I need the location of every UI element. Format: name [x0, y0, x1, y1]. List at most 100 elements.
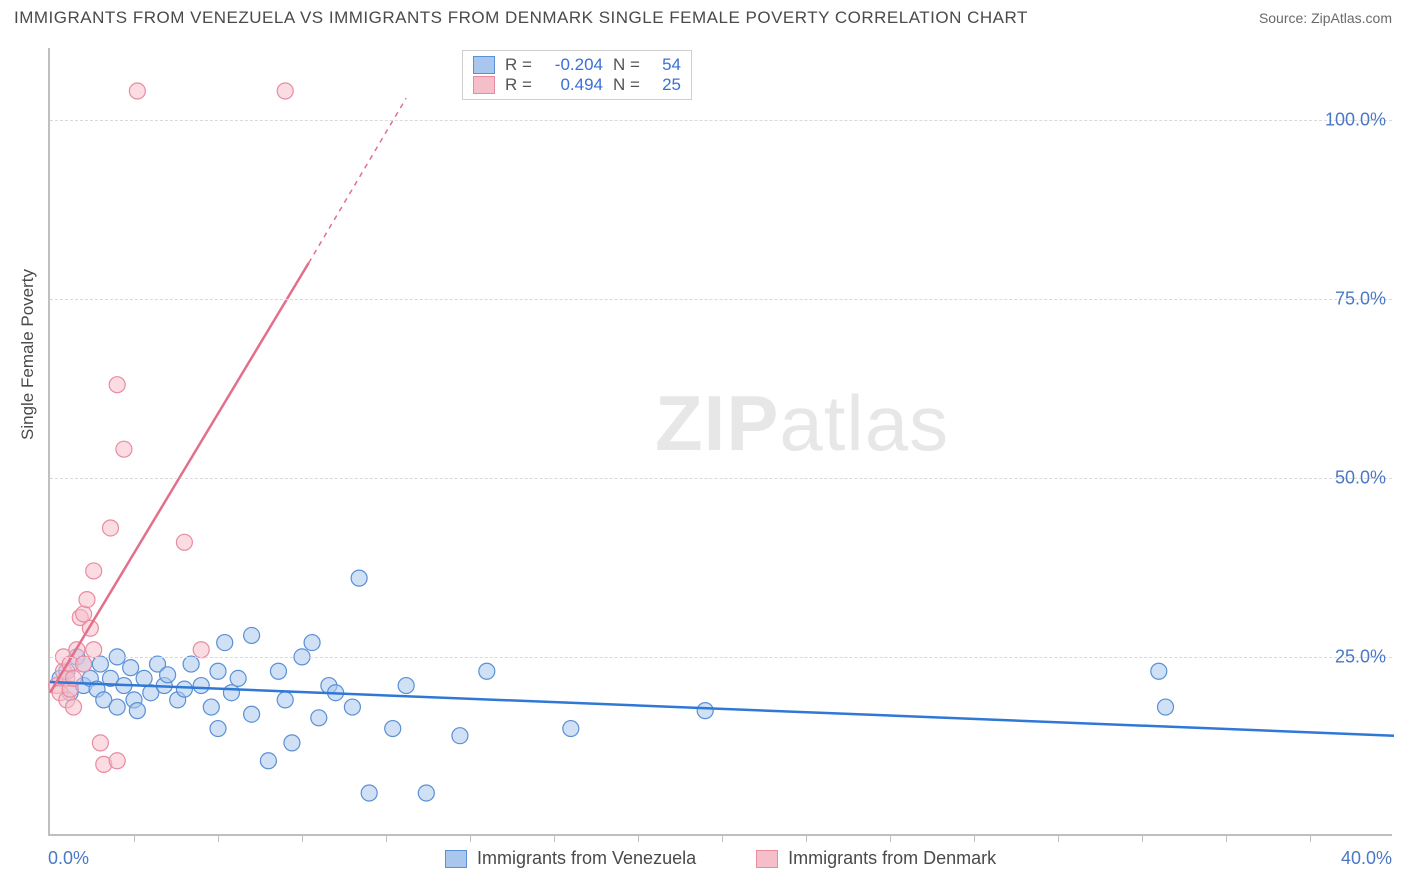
stats-row: R = 0.494 N = 25 — [473, 75, 681, 95]
data-point — [260, 753, 276, 769]
x-tick — [218, 834, 219, 842]
legend-swatch — [473, 76, 495, 94]
x-axis-max-label: 40.0% — [1341, 848, 1392, 869]
x-tick — [974, 834, 975, 842]
y-axis-title: Single Female Poverty — [18, 269, 38, 440]
data-point — [277, 83, 293, 99]
y-tick-label: 25.0% — [1335, 646, 1386, 667]
data-point — [109, 699, 125, 715]
data-point — [176, 534, 192, 550]
data-point — [351, 570, 367, 586]
x-tick — [638, 834, 639, 842]
y-tick-label: 100.0% — [1325, 109, 1386, 130]
x-tick — [386, 834, 387, 842]
data-point — [210, 663, 226, 679]
data-point — [479, 663, 495, 679]
data-point — [66, 699, 82, 715]
legend-label: Immigrants from Venezuela — [477, 848, 696, 869]
y-tick-label: 75.0% — [1335, 288, 1386, 309]
data-point — [1158, 699, 1174, 715]
data-point — [230, 670, 246, 686]
stat-n-label: N = — [613, 75, 641, 95]
plot-area: ZIPatlas 25.0%50.0%75.0%100.0% — [48, 48, 1392, 836]
x-tick — [302, 834, 303, 842]
gridline — [50, 120, 1392, 121]
scatter-svg — [50, 48, 1392, 834]
chart-title: IMMIGRANTS FROM VENEZUELA VS IMMIGRANTS … — [14, 8, 1028, 28]
legend-item: Immigrants from Venezuela — [445, 848, 696, 869]
data-point — [452, 728, 468, 744]
x-tick — [1310, 834, 1311, 842]
stat-r-value: 0.494 — [543, 75, 603, 95]
data-point — [344, 699, 360, 715]
legend-swatch — [473, 56, 495, 74]
data-point — [284, 735, 300, 751]
data-point — [193, 642, 209, 658]
data-point — [79, 592, 95, 608]
data-point — [109, 377, 125, 393]
data-point — [223, 685, 239, 701]
data-point — [697, 703, 713, 719]
data-point — [129, 703, 145, 719]
data-point — [109, 753, 125, 769]
gridline — [50, 299, 1392, 300]
data-point — [76, 606, 92, 622]
data-point — [76, 656, 92, 672]
data-point — [123, 660, 139, 676]
data-point — [136, 670, 152, 686]
x-tick — [1142, 834, 1143, 842]
data-point — [244, 627, 260, 643]
stat-r-label: R = — [505, 75, 533, 95]
x-tick — [554, 834, 555, 842]
source-label: Source: ZipAtlas.com — [1259, 10, 1392, 26]
data-point — [86, 642, 102, 658]
data-point — [92, 735, 108, 751]
trend-line-extrapolated — [309, 98, 406, 263]
x-tick — [134, 834, 135, 842]
data-point — [277, 692, 293, 708]
data-point — [311, 710, 327, 726]
data-point — [385, 721, 401, 737]
x-tick — [806, 834, 807, 842]
gridline — [50, 478, 1392, 479]
data-point — [160, 667, 176, 683]
legend-swatch — [445, 850, 467, 868]
data-point — [304, 635, 320, 651]
x-tick — [722, 834, 723, 842]
data-point — [116, 441, 132, 457]
stats-row: R = -0.204 N = 54 — [473, 55, 681, 75]
stat-r-value: -0.204 — [543, 55, 603, 75]
data-point — [183, 656, 199, 672]
data-point — [176, 681, 192, 697]
correlation-stats-box: R = -0.204 N = 54 R = 0.494 N = 25 — [462, 50, 692, 100]
data-point — [398, 678, 414, 694]
data-point — [270, 663, 286, 679]
x-axis-min-label: 0.0% — [48, 848, 89, 869]
y-tick-label: 50.0% — [1335, 467, 1386, 488]
data-point — [244, 706, 260, 722]
stat-r-label: R = — [505, 55, 533, 75]
data-point — [418, 785, 434, 801]
data-point — [361, 785, 377, 801]
data-point — [1151, 663, 1167, 679]
data-point — [129, 83, 145, 99]
data-point — [217, 635, 233, 651]
data-point — [92, 656, 108, 672]
x-tick — [470, 834, 471, 842]
data-point — [563, 721, 579, 737]
data-point — [102, 520, 118, 536]
gridline — [50, 657, 1392, 658]
stat-n-label: N = — [613, 55, 641, 75]
legend-label: Immigrants from Denmark — [788, 848, 996, 869]
legend-swatch — [756, 850, 778, 868]
x-tick — [1226, 834, 1227, 842]
stat-n-value: 25 — [651, 75, 681, 95]
legend-bottom: Immigrants from Venezuela Immigrants from… — [445, 848, 996, 869]
x-tick — [1058, 834, 1059, 842]
stat-n-value: 54 — [651, 55, 681, 75]
data-point — [203, 699, 219, 715]
data-point — [193, 678, 209, 694]
x-tick — [890, 834, 891, 842]
legend-item: Immigrants from Denmark — [756, 848, 996, 869]
data-point — [210, 721, 226, 737]
